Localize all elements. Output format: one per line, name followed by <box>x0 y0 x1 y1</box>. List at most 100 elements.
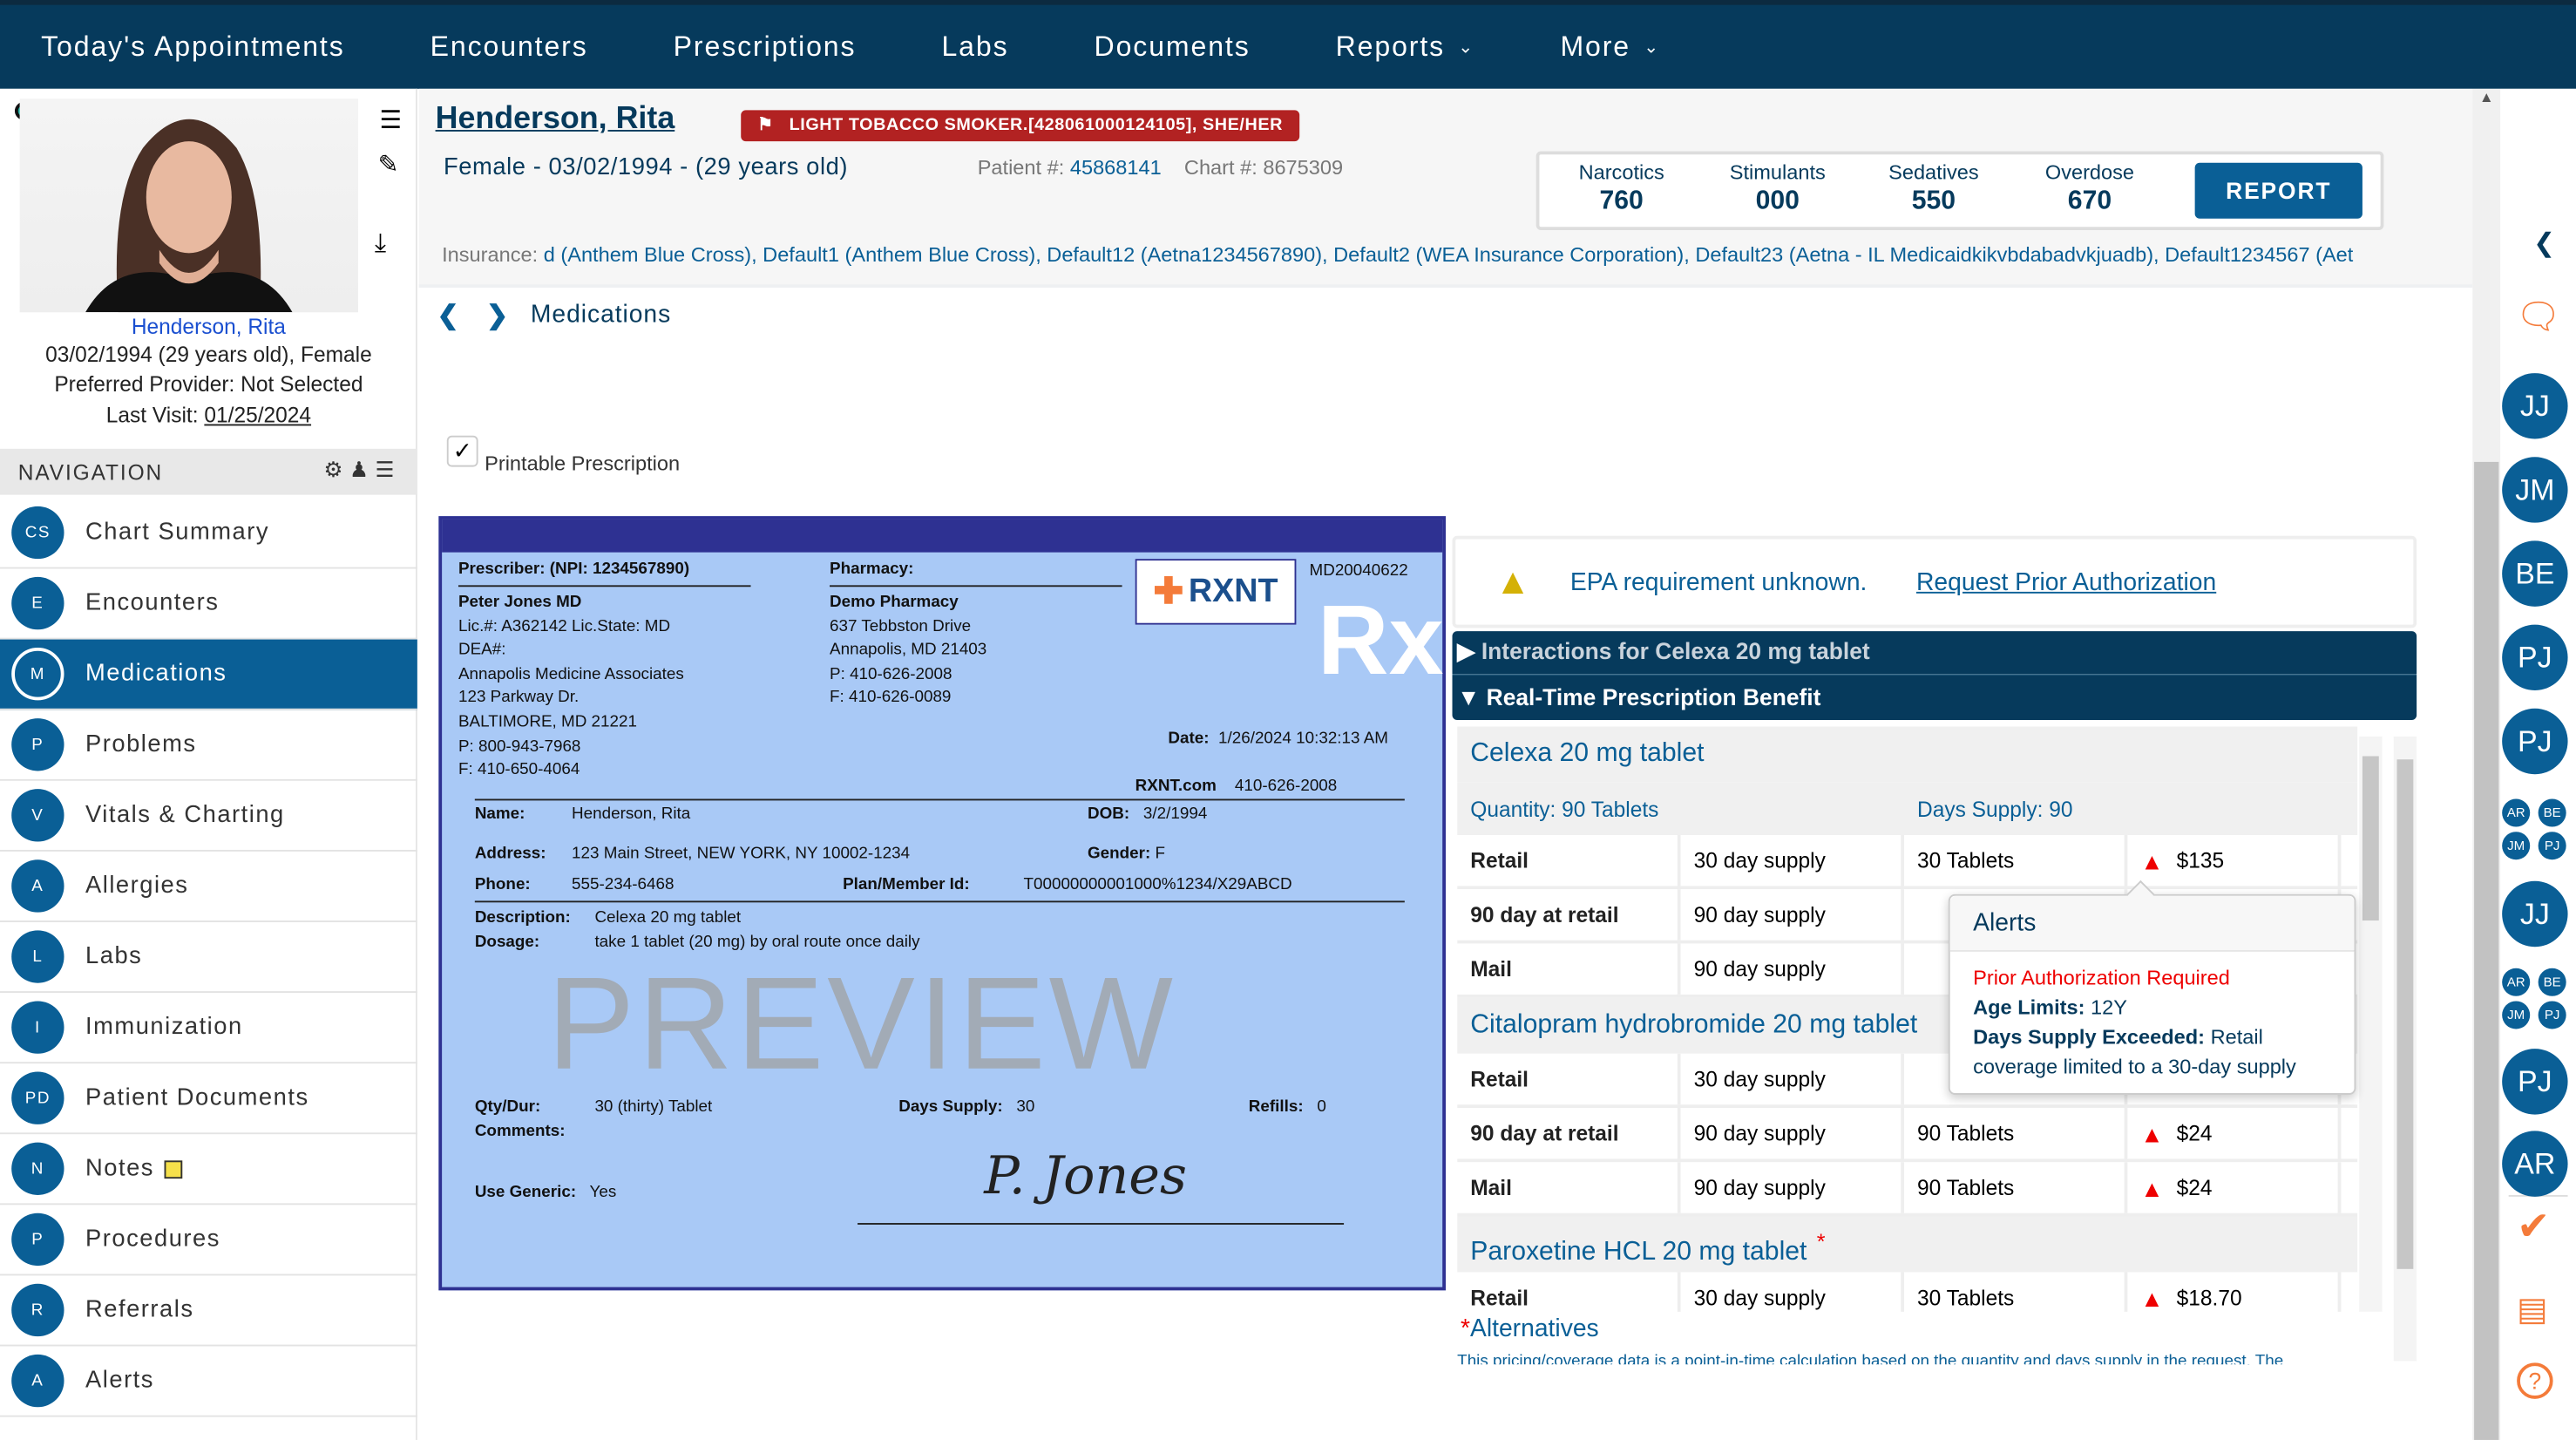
cell-text: 90 day at retail <box>1470 902 1619 927</box>
patient-name-link[interactable]: Henderson, Rita <box>435 101 675 137</box>
nav-documents[interactable]: Documents <box>1095 31 1251 64</box>
user-avatar[interactable]: BE <box>2502 540 2568 607</box>
pharmacy-type: 90 day at retail <box>1457 889 1681 941</box>
sidebar-item-immunization[interactable]: I Immunization <box>0 993 417 1064</box>
supply: 90 day supply <box>1681 1162 1904 1213</box>
sidebar-item-label: Alerts <box>85 1367 154 1395</box>
user-icon[interactable]: ♟ <box>349 457 376 482</box>
patient-card-name[interactable]: Henderson, Rita <box>131 314 286 339</box>
group-avatar[interactable]: JM <box>2502 832 2531 860</box>
panel-scrollbar[interactable] <box>2393 736 2417 1362</box>
cell-text: 90 day supply <box>1693 956 1826 982</box>
list-icon[interactable]: ☰ <box>375 457 401 482</box>
sidebar-item-procedures[interactable]: P Procedures <box>0 1205 417 1276</box>
edit-icon[interactable]: ✎ <box>377 151 399 180</box>
quantity: Quantity: 90 Tablets <box>1470 796 1659 821</box>
user-avatar[interactable]: PJ <box>2502 1049 2568 1115</box>
sidebar-item-label: Vitals & Charting <box>85 802 285 829</box>
quantity: 90 Tablets <box>1904 1162 2128 1213</box>
nav-badge: CS <box>11 506 64 560</box>
sidebar-item-vitals-charting[interactable]: V Vitals & Charting <box>0 781 417 852</box>
sidebar-item-referrals[interactable]: R Referrals <box>0 1275 417 1347</box>
quantity: 30 Tablets <box>1904 834 2128 886</box>
sidebar-item-medications[interactable]: M Medications <box>0 639 417 710</box>
nav-badge: A <box>11 859 64 913</box>
task-check-icon[interactable]: ✔ <box>2517 1205 2551 1250</box>
epa-box: ▲ EPA requirement unknown. Request Prior… <box>1452 535 2417 628</box>
nav-reports[interactable]: Reports ⌄ <box>1336 31 1475 64</box>
user-avatar[interactable]: JM <box>2502 457 2568 523</box>
printable-checkbox[interactable]: ✓ <box>446 435 478 467</box>
cell-text: 30 Tablets <box>1917 848 2015 873</box>
group-avatar[interactable]: AR <box>2502 968 2531 996</box>
chevron-down-icon: ⌄ <box>1458 37 1475 58</box>
nav-encounters[interactable]: Encounters <box>430 31 588 64</box>
rtpb-panel: ▲ EPA requirement unknown. Request Prior… <box>1452 535 2417 1364</box>
cell-text: 90 Tablets <box>1917 1175 2015 1200</box>
group-avatar[interactable]: BE <box>2538 798 2566 827</box>
help-icon[interactable]: ? <box>2517 1362 2553 1399</box>
rtpb-scrollbar[interactable] <box>2359 736 2383 1312</box>
caret-down-icon: ▼ <box>1457 683 1481 710</box>
sidebar-item-chart-summary[interactable]: CS Chart Summary <box>0 498 417 569</box>
alert-icon[interactable]: ▲ <box>2140 1174 2164 1201</box>
collapse-chevron-icon[interactable]: ❮ <box>2532 230 2556 259</box>
rx-symbol: Rx <box>1317 585 1444 696</box>
patient-number-label: Patient #: <box>977 156 1065 180</box>
sidebar-item-allergies[interactable]: A Allergies <box>0 852 417 922</box>
download-icon[interactable]: ⤓ <box>374 230 387 259</box>
interactions-section-toggle[interactable]: ▶ Interactions for Celexa 20 mg tablet <box>1452 631 2417 675</box>
group-avatar[interactable]: BE <box>2538 968 2566 996</box>
age-label: Age Limits: <box>1973 995 2085 1020</box>
sidebar-item-labs[interactable]: L Labs <box>0 922 417 994</box>
patient-number: Patient #: 45868141 Chart #: 8675309 <box>978 156 1343 179</box>
cell-text: 90 day supply <box>1693 902 1826 927</box>
page-scrollbar[interactable]: ▲ <box>2472 88 2501 1440</box>
group-avatar[interactable]: JM <box>2502 1001 2531 1029</box>
warning-icon: ▲ <box>1495 560 1531 602</box>
nav-label: Today's Appointments <box>41 30 345 62</box>
sidebar-item-problems[interactable]: P Problems <box>0 710 417 781</box>
patient-card-last-visit: Last Visit: 01/25/2024 <box>0 403 417 427</box>
sidebar-item-patient-documents[interactable]: PD Patient Documents <box>0 1063 417 1135</box>
logo-text: RXNT <box>1188 573 1278 609</box>
cell-text: Retail <box>1470 1066 1529 1092</box>
forward-arrow-icon[interactable]: ❯ <box>486 302 509 331</box>
group-avatar[interactable]: PJ <box>2538 832 2566 860</box>
back-arrow-icon[interactable]: ❮ <box>437 302 459 331</box>
last-visit-link[interactable]: 01/25/2024 <box>204 403 312 428</box>
sidebar-item-alerts[interactable]: A Alerts <box>0 1346 417 1417</box>
alert-icon[interactable]: ▲ <box>2140 847 2164 874</box>
sidebar-item-notes[interactable]: N Notes <box>0 1134 417 1206</box>
user-avatar[interactable]: AR <box>2502 1131 2568 1197</box>
nav-todays-appointments[interactable]: Today's Appointments <box>41 31 344 64</box>
nav-labs[interactable]: Labs <box>941 31 1008 64</box>
score-narcotics: Narcotics 760 <box>1553 161 1691 217</box>
nav-prescriptions[interactable]: Prescriptions <box>674 31 857 64</box>
user-avatar[interactable]: PJ <box>2502 708 2568 775</box>
user-avatar[interactable]: PJ <box>2502 624 2568 691</box>
chat-icon[interactable]: 🗨 <box>2515 295 2561 337</box>
alert-icon[interactable]: ▲ <box>2140 1120 2164 1147</box>
cell-text: 90 Tablets <box>1917 1121 2015 1146</box>
report-button[interactable]: REPORT <box>2194 162 2362 219</box>
alert-icon[interactable]: ▲ <box>2140 1284 2164 1311</box>
rtpb-title: Real-Time Prescription Benefit <box>1486 683 1821 710</box>
nav-more[interactable]: More ⌄ <box>1560 31 1660 64</box>
score-sedatives: Sedatives 550 <box>1865 161 2003 217</box>
nav-label: Labs <box>941 30 1009 62</box>
days-supply: Days Supply: 90 <box>1917 796 2073 821</box>
list-icon[interactable]: ☰ <box>379 106 402 135</box>
rtpb-section-toggle[interactable]: ▼ Real-Time Prescription Benefit <box>1452 674 2417 720</box>
user-avatar[interactable]: JJ <box>2502 373 2568 439</box>
user-avatar[interactable]: JJ <box>2502 880 2568 948</box>
group-avatar[interactable]: AR <box>2502 798 2531 827</box>
sidebar-item-encounters[interactable]: E Encounters <box>0 568 417 640</box>
gear-icon[interactable]: ⚙ <box>323 457 349 482</box>
alternatives-note: *Alternatives <box>1460 1314 1599 1343</box>
message-icon[interactable]: ▤ <box>2517 1292 2548 1328</box>
patient-flag-badge: ⚑ LIGHT TOBACCO SMOKER.[428061000124105]… <box>741 110 1299 142</box>
request-prior-auth-link[interactable]: Request Prior Authorization <box>1915 567 2217 596</box>
group-avatar[interactable]: PJ <box>2538 1001 2566 1029</box>
days-exceeded-label: Days Supply Exceeded: <box>1973 1025 2205 1049</box>
